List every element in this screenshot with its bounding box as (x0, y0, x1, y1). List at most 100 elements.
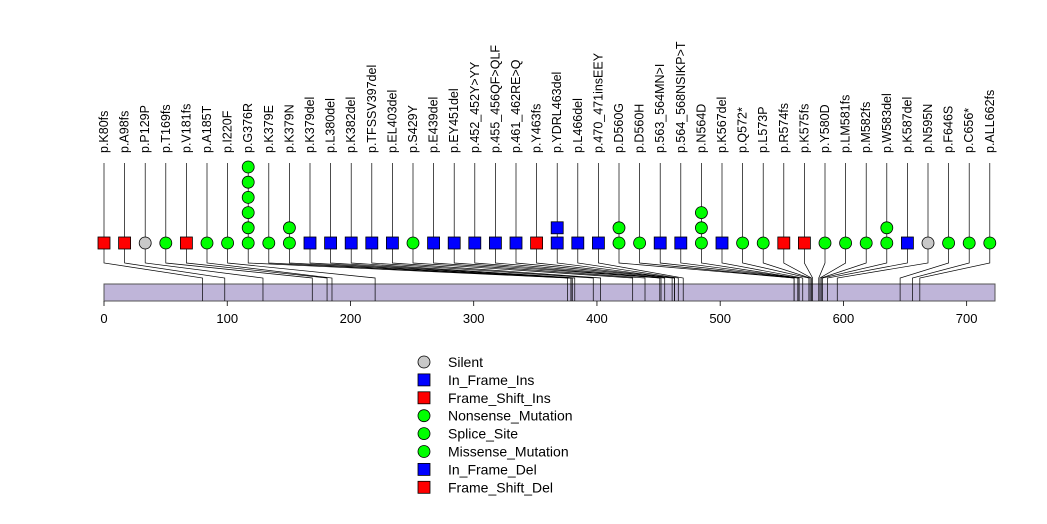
in-frame-marker[interactable] (344, 236, 358, 250)
in-frame-marker[interactable] (571, 236, 585, 250)
missense-marker[interactable] (756, 236, 770, 250)
mutation-label: p.Y463fs (530, 104, 544, 153)
in-frame-marker[interactable] (488, 236, 502, 250)
mutation-label: p.I220F (221, 110, 235, 153)
missense-marker[interactable] (241, 160, 255, 174)
missense-marker[interactable] (633, 236, 646, 250)
missense-marker[interactable] (241, 190, 255, 204)
connector-line (827, 243, 908, 301)
frame-shift-marker[interactable] (530, 236, 543, 250)
in-frame-marker[interactable] (550, 236, 564, 250)
mutation-label: p.L573P (756, 106, 770, 153)
missense-marker[interactable] (880, 236, 894, 250)
silent-marker[interactable] (921, 236, 935, 250)
in-frame-marker[interactable] (550, 221, 564, 235)
in-frame-marker[interactable] (592, 236, 605, 250)
missense-marker[interactable] (942, 236, 955, 250)
missense-marker[interactable] (282, 221, 296, 235)
mutation-label: p.ALL662fs (983, 90, 997, 153)
missense-marker[interactable] (695, 221, 708, 235)
mutation-label: p.M582fs (859, 102, 873, 153)
mutation-label: p.452_452Y>YY (468, 61, 482, 153)
missense-marker[interactable] (200, 236, 214, 250)
mutation-label: p.T169fs (159, 104, 173, 153)
connector-line (453, 243, 661, 301)
mutation-label: p.N564D (694, 104, 708, 153)
missense-marker[interactable] (839, 236, 852, 250)
missense-marker[interactable] (159, 236, 173, 250)
legend-label: Frame_Shift_Del (448, 479, 553, 495)
connector-line (495, 243, 666, 301)
missense-marker[interactable] (406, 236, 420, 250)
mutation-label: p.K567del (715, 97, 729, 153)
mutation-labels: p.K80fs p.A98fs p.P129P p.T169fs p.V181fs p.A… (97, 41, 997, 153)
connector-line (701, 243, 800, 301)
mutation-label: p.P129P (138, 105, 152, 153)
missense-marker[interactable] (241, 221, 255, 235)
missense-marker[interactable] (612, 236, 626, 250)
missense-marker[interactable] (282, 236, 296, 250)
missense-marker[interactable] (818, 236, 832, 250)
mutation-markers (97, 160, 997, 250)
missense-marker[interactable] (241, 236, 255, 250)
legend-swatch (417, 409, 431, 423)
frame-shift-marker[interactable] (179, 236, 193, 250)
missense-marker[interactable] (241, 175, 255, 189)
frame-shift-marker[interactable] (798, 236, 811, 250)
mutation-label: p.EY451del (447, 88, 461, 153)
mutation-label: p.F646S (942, 106, 956, 153)
x-tick-label: 600 (833, 311, 855, 326)
missense-marker[interactable] (612, 221, 626, 235)
in-frame-marker[interactable] (324, 236, 338, 250)
in-frame-marker[interactable] (427, 236, 441, 250)
legend-swatch (417, 445, 431, 458)
connector-line (822, 243, 888, 301)
missense-marker[interactable] (859, 236, 873, 250)
in-frame-marker[interactable] (653, 236, 667, 250)
missense-marker[interactable] (241, 206, 255, 220)
legend-swatch (417, 373, 431, 387)
mutation-label: p.YDRL463del (550, 72, 564, 153)
missense-marker[interactable] (880, 221, 894, 235)
mutation-label: p.G376R (241, 103, 255, 153)
in-frame-marker[interactable] (901, 236, 914, 250)
missense-marker[interactable] (983, 236, 997, 250)
frame-shift-marker[interactable] (97, 236, 111, 250)
in-frame-marker[interactable] (468, 236, 482, 250)
legend-label: Nonsense_Mutation (448, 408, 573, 424)
x-tick-label: 300 (463, 311, 485, 326)
x-tick-label: 700 (956, 311, 978, 326)
frame-shift-marker[interactable] (118, 236, 131, 250)
mutation-label: p.K379E (262, 105, 276, 153)
connector-line (659, 243, 799, 301)
missense-marker[interactable] (221, 236, 235, 250)
in-frame-marker[interactable] (509, 236, 523, 250)
legend-label: In_Frame_Del (448, 461, 537, 477)
mutation-label: p.Y580D (818, 104, 832, 153)
x-tick-label: 400 (586, 311, 608, 326)
x-tick-label: 0 (100, 311, 107, 326)
in-frame-marker[interactable] (303, 236, 317, 250)
in-frame-marker[interactable] (385, 236, 399, 250)
connector-line (818, 243, 826, 301)
silent-marker[interactable] (138, 236, 152, 250)
missense-marker[interactable] (695, 236, 708, 250)
connector-line (919, 243, 991, 301)
missense-marker[interactable] (736, 236, 749, 250)
in-frame-marker[interactable] (447, 236, 461, 250)
x-axis: 0 100 200 300 400 500 600 700 (100, 301, 978, 326)
connector-lines (103, 243, 991, 301)
in-frame-marker[interactable] (674, 236, 688, 250)
missense-marker[interactable] (695, 206, 708, 220)
mutation-label: p.L380del (324, 98, 338, 153)
missense-marker[interactable] (262, 236, 276, 250)
x-tick-label: 100 (216, 311, 238, 326)
missense-marker[interactable] (962, 236, 976, 250)
mutation-label: p.K587del (900, 97, 914, 153)
in-frame-marker[interactable] (365, 236, 379, 250)
legend-label: Frame_Shift_Ins (448, 390, 551, 406)
connector-line (515, 243, 673, 301)
mutation-label: p.R574fs (777, 103, 791, 153)
frame-shift-marker[interactable] (777, 236, 791, 250)
in-frame-marker[interactable] (715, 236, 729, 250)
